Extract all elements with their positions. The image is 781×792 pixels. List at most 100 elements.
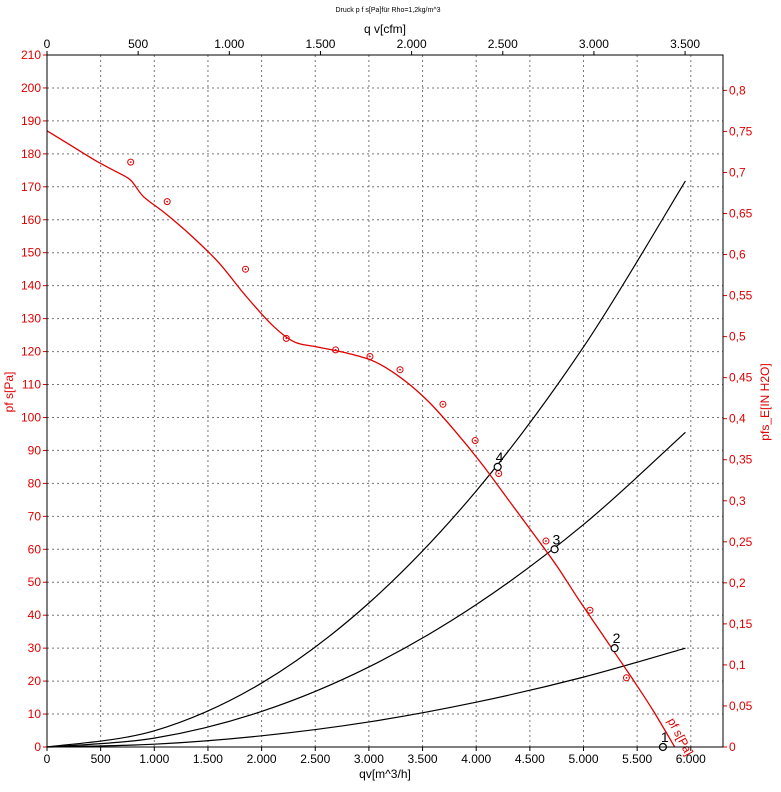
y-tick-label: 50 (28, 575, 42, 589)
measured-point (439, 400, 447, 408)
x-tick-label: 5.500 (622, 752, 652, 766)
x2-tick-label: 3.000 (579, 37, 609, 51)
x-tick-label: 2.500 (300, 752, 330, 766)
fan-curve (46, 130, 676, 748)
y2-tick-label: 0,55 (729, 289, 753, 303)
measured-point-dot (334, 349, 337, 351)
measured-point-dot (369, 355, 371, 358)
x-tick-label: 4.500 (515, 752, 545, 766)
operating-point (493, 462, 502, 472)
x2-tick-label: 3.500 (670, 37, 700, 51)
y2-tick-label: 0,65 (729, 206, 753, 220)
x-tick-label: 3.500 (408, 752, 438, 766)
y2-tick-label: 0,4 (729, 412, 746, 426)
y-tick-label: 120 (21, 345, 41, 359)
x2-tick-label: 500 (128, 37, 148, 51)
measured-point-dot (545, 540, 547, 542)
y-tick-label: 130 (21, 312, 41, 326)
y2-tick-label: 0,35 (729, 453, 753, 467)
measured-point (242, 265, 250, 273)
x-tick-label: 6.000 (676, 752, 706, 766)
y2-tick-label: 0 (729, 740, 736, 754)
system-curve (46, 647, 686, 748)
measured-point-dot (129, 161, 132, 163)
operating-point (550, 545, 559, 554)
y2-tick-label: 0,7 (729, 165, 746, 179)
x2-tick-label: 2.500 (488, 37, 518, 51)
y-tick-label: 70 (28, 509, 42, 523)
operating-point-label: 2 (613, 630, 621, 646)
y-tick-label: 80 (28, 476, 42, 490)
y-tick-label: 40 (28, 608, 42, 622)
measured-point (282, 334, 290, 342)
operating-point-label: 4 (496, 449, 504, 465)
measured-point-dot (399, 368, 401, 371)
measured-point-dot (625, 676, 628, 679)
measured-point-dot (285, 337, 288, 340)
y-tick-label: 60 (28, 542, 42, 556)
x-tick-label: 3.000 (354, 752, 384, 766)
y2-tick-label: 0,25 (729, 535, 753, 549)
y-tick-label: 10 (28, 707, 42, 721)
measured-point (332, 346, 340, 354)
y2-tick-label: 0,2 (729, 576, 746, 590)
y2-tick-label: 0,5 (729, 330, 746, 344)
y-tick-label: 140 (21, 279, 41, 293)
system-curve (46, 180, 686, 748)
measured-point (396, 366, 404, 374)
y2-tick-label: 0,1 (729, 658, 746, 672)
measured-point (366, 353, 374, 361)
grid-lines (47, 55, 723, 747)
y2-tick-label: 0,45 (729, 371, 753, 385)
y-tick-label: 160 (21, 213, 41, 227)
y2-axis-label: pfs_E[IN H2O] (758, 363, 772, 440)
measured-point (586, 606, 594, 614)
y2-tick-label: 0,6 (729, 248, 746, 262)
x2-axis-label: q v[cfm] (364, 22, 406, 36)
y-tick-label: 210 (21, 48, 41, 62)
measured-point (127, 158, 135, 166)
x2-tick-label: 2.000 (397, 37, 427, 51)
y2-tick-label: 0,3 (729, 494, 746, 508)
y-tick-label: 20 (28, 674, 42, 688)
x-axis-label: qv[m^3/h] (359, 767, 411, 781)
y2-tick-label: 0,05 (729, 699, 753, 713)
measured-point-dot (442, 403, 444, 406)
y-tick-label: 190 (21, 114, 41, 128)
y2-tick-label: 0,8 (729, 83, 746, 97)
x2-tick-label: 1.500 (305, 37, 335, 51)
y2-tick-label: 0,75 (729, 124, 753, 138)
x-tick-label: 0 (44, 752, 51, 766)
y2-tick-label: 0,15 (729, 617, 753, 631)
x2-tick-label: 1.000 (214, 37, 244, 51)
measured-point (163, 198, 171, 206)
y-tick-label: 170 (21, 180, 41, 194)
x2-tick-label: 0 (44, 37, 51, 51)
x-tick-label: 4.000 (461, 752, 491, 766)
x-tick-label: 500 (91, 752, 111, 766)
y-tick-label: 150 (21, 246, 41, 260)
y-tick-label: 100 (21, 410, 41, 424)
measured-point-dot (497, 472, 500, 475)
x-tick-label: 1.000 (139, 752, 169, 766)
operating-point-label: 3 (553, 531, 561, 547)
y-tick-label: 90 (28, 443, 42, 457)
chart-title: Druck p f s[Pa]für Rho=1,2kg/m^3 (335, 7, 440, 14)
measured-point-dot (166, 200, 169, 203)
measured-point (542, 537, 550, 545)
measured-point-dot (244, 268, 247, 271)
x-tick-label: 2.000 (247, 752, 277, 766)
measured-point (471, 437, 479, 445)
x-tick-label: 1.500 (193, 752, 223, 766)
y-axis-label: pf s[Pa] (2, 372, 16, 413)
measured-point-dot (474, 439, 477, 442)
plot-frame (46, 54, 724, 748)
y-tick-label: 0 (34, 740, 41, 754)
system-curve (46, 431, 686, 748)
axis-ticks: 0 500 1.000 1.500 2.000 2.500 3.000 3.500 4.000 4… (21, 37, 753, 766)
operating-point-label: 1 (661, 729, 669, 745)
x-tick-label: 5.000 (568, 752, 598, 766)
y-tick-label: 200 (21, 81, 41, 95)
